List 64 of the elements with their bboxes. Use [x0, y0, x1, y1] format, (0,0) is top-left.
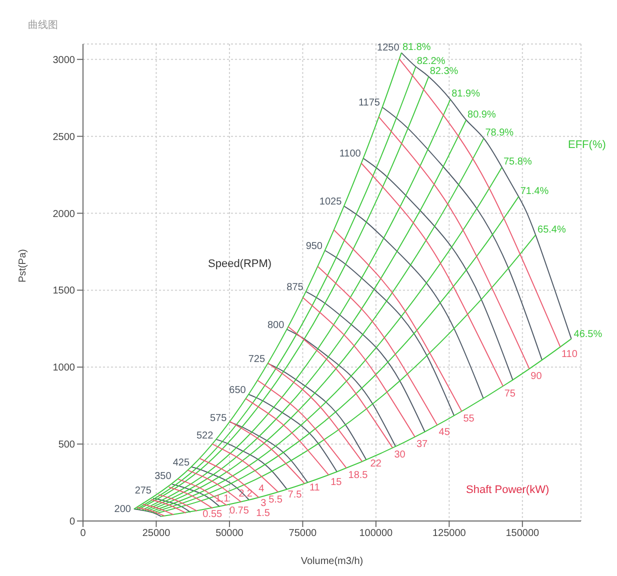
series-label: 80.9% — [468, 109, 496, 120]
series-label: 7.5 — [288, 490, 302, 501]
series-label: 425 — [172, 458, 190, 469]
series-label: 18.5 — [348, 470, 368, 481]
series-label: 110 — [561, 349, 578, 360]
x-axis-title: Volume(m3/h) — [300, 556, 364, 567]
y-axis-title: Pst(Pa) — [18, 249, 29, 282]
text: 0.55 — [202, 509, 223, 520]
series-label: 82.2% — [416, 56, 446, 67]
series-label: 75.8% — [504, 156, 532, 168]
series-label: 55 — [463, 414, 475, 425]
y-tick-label: 500 — [58, 440, 76, 451]
y-tick-label: 2500 — [52, 132, 76, 143]
series-label: 11 — [309, 482, 320, 494]
series-label: 1100 — [339, 148, 362, 160]
chart-subtitle: 曲线图 — [28, 18, 59, 33]
annotation: EFF(%) — [568, 139, 606, 151]
series-label: 22 — [370, 458, 382, 470]
series-label: 950 — [306, 240, 323, 252]
annotation: Shaft Power(kW) — [466, 484, 550, 496]
x-tick-label: 150000 — [506, 528, 540, 540]
series-label: 5.5 — [268, 494, 283, 506]
y-tick-label: 1500 — [52, 286, 76, 297]
annotation: Speed(RPM) — [208, 258, 272, 270]
series-label: 46.5% — [574, 329, 602, 340]
series-label: 1250 — [377, 42, 400, 54]
x-tick-label: 50000 — [216, 528, 244, 540]
y-tick-label: 3000 — [52, 54, 76, 66]
series-label: 45 — [438, 427, 450, 438]
text: 1.1 — [215, 494, 230, 505]
series-label: 90 — [530, 371, 542, 382]
series-label: 650 — [229, 385, 246, 396]
series-label: 78.9% — [485, 128, 514, 139]
y-tick-label: 0 — [69, 516, 76, 528]
series-label: 1025 — [319, 196, 342, 208]
y-tick-label: 2000 — [52, 208, 76, 220]
series-label: 200 — [114, 504, 132, 516]
series-label: 4 — [258, 483, 265, 494]
series-label: 575 — [210, 412, 228, 424]
series-label: 81.9% — [452, 88, 480, 100]
y-tick-label: 1000 — [52, 362, 76, 374]
x-tick-label: 100000 — [359, 528, 394, 540]
series-label: 82.3% — [430, 66, 458, 77]
series-label: 800 — [267, 320, 285, 331]
series-label: 1175 — [358, 97, 380, 108]
x-tick-label: 75000 — [288, 528, 318, 540]
series-label: 875 — [286, 282, 304, 294]
series-label: 71.4% — [520, 186, 549, 198]
series-label: 275 — [134, 485, 152, 496]
x-tick-label: 25000 — [142, 528, 171, 540]
series-label: 37 — [416, 438, 428, 450]
x-tick-label: 0 — [80, 528, 86, 540]
text: 0.75 — [229, 506, 250, 517]
series-label: 522 — [196, 430, 214, 442]
text: 3 — [260, 498, 267, 509]
x-tick-label: 125000 — [432, 528, 466, 540]
text: 1.5 — [256, 508, 270, 520]
series-label: 350 — [154, 471, 172, 482]
series-label: 81.8% — [402, 42, 431, 53]
series-label: 30 — [394, 450, 406, 461]
series-label: 725 — [248, 354, 266, 366]
series-label: 15 — [330, 476, 342, 488]
series-label: 65.4% — [538, 224, 566, 236]
series-label: 75 — [504, 388, 516, 400]
